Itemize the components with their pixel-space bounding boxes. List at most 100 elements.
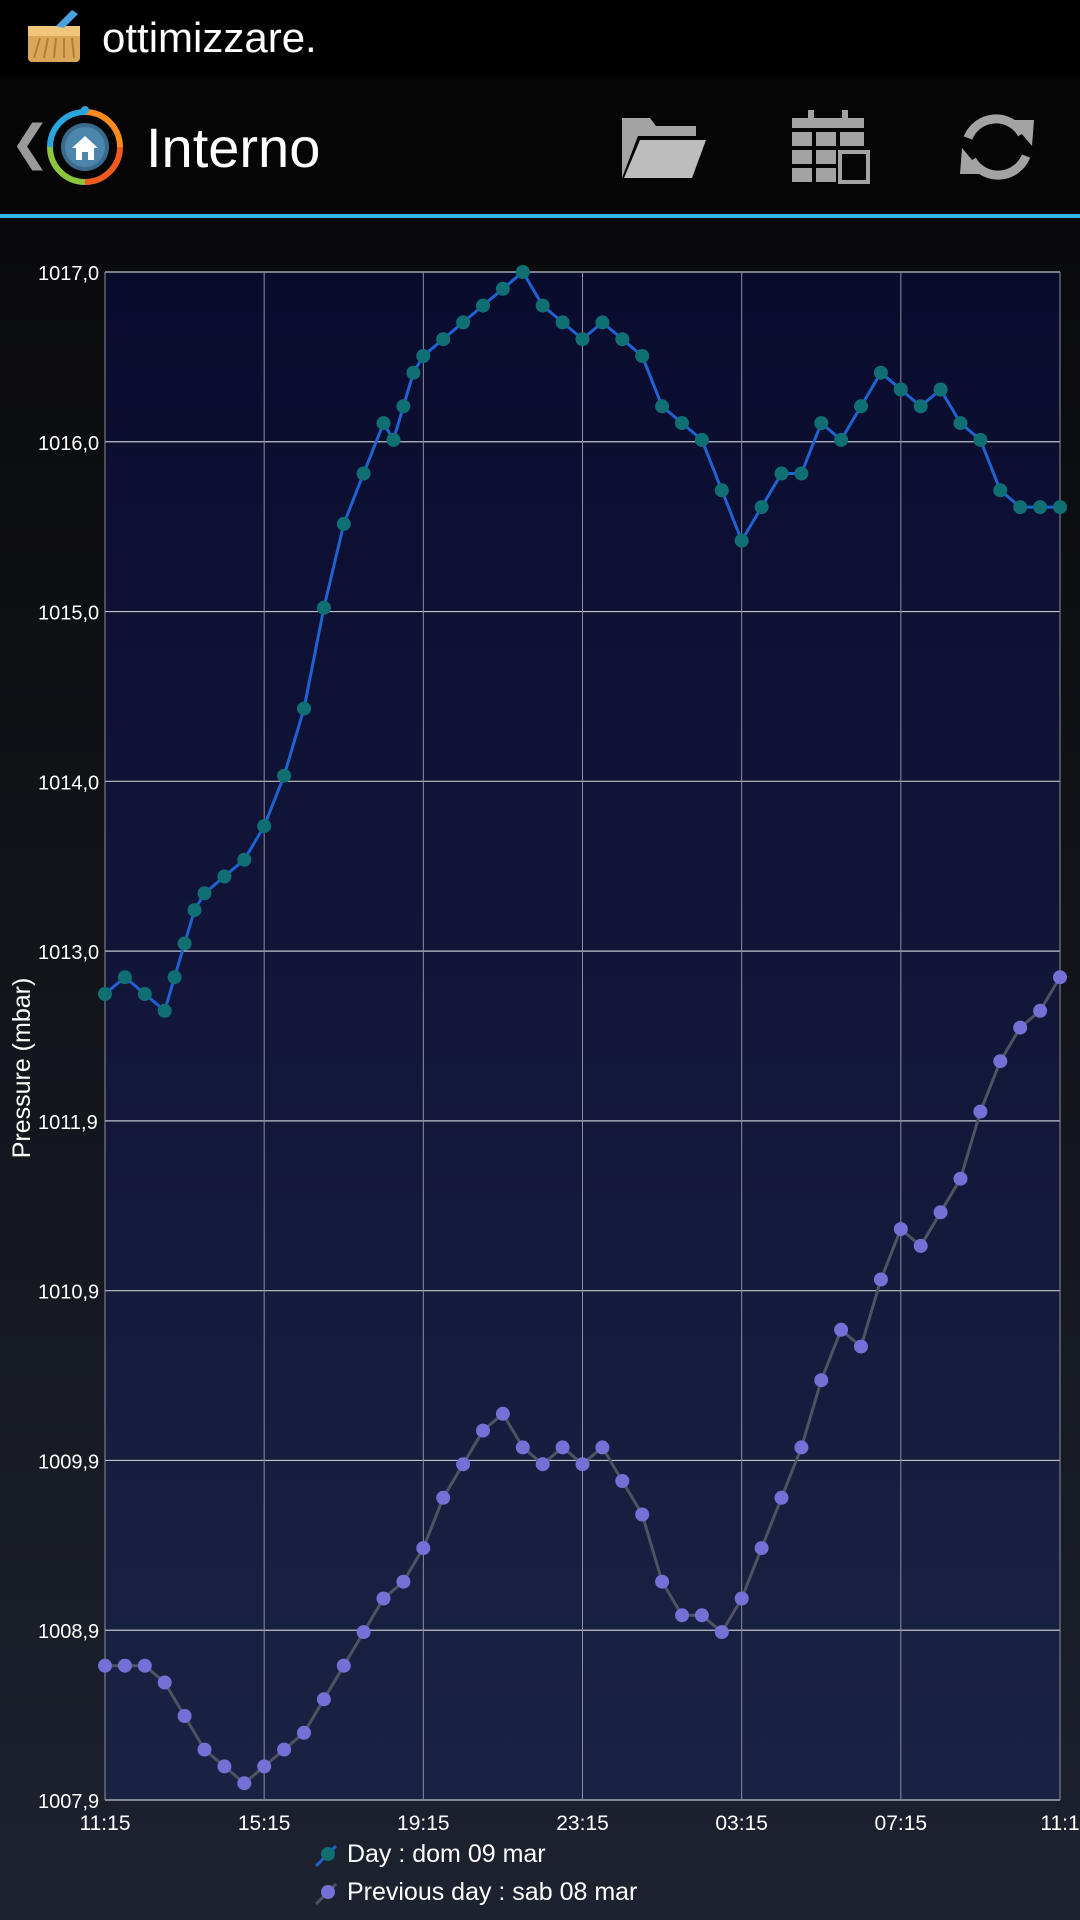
day-series-point [98, 987, 112, 1001]
y-tick-label: 1008,9 [38, 1621, 99, 1643]
day-series-point [436, 332, 451, 347]
status-title: ottimizzare. [102, 14, 317, 61]
y-tick-label: 1014,0 [38, 772, 99, 794]
y-tick-label: 1011,9 [38, 1112, 98, 1134]
previous-day-series-point [535, 1457, 550, 1472]
previous-day-series [98, 970, 1067, 1791]
previous-day-series-point [495, 1406, 510, 1421]
previous-day-series-point [356, 1625, 371, 1640]
previous-day-series-point [456, 1457, 471, 1472]
previous-day-series-point [814, 1373, 829, 1388]
y-tick-label: 1010,9 [38, 1282, 99, 1304]
previous-day-series-point [655, 1574, 670, 1589]
previous-day-series-point [515, 1440, 530, 1455]
action-bar-divider [0, 214, 1080, 218]
day-series-point [913, 399, 928, 414]
previous-day-series-point [376, 1591, 391, 1606]
previous-day-series-point [973, 1104, 988, 1119]
chart-area: 1017,0 1016,0 1015,0 1014,0 1013,0 1011,9 1010… [0, 218, 1080, 1920]
x-tick-label: 19:15 [397, 1812, 450, 1835]
previous-day-series-point [575, 1457, 590, 1472]
day-series-point [386, 432, 401, 447]
day-series-point [406, 365, 421, 380]
axis-labels: 1017,0 1016,0 1015,0 1014,0 1013,0 1011,9 1010… [38, 263, 1080, 1835]
day-series-point [197, 886, 212, 901]
day-series-point [515, 265, 530, 279]
day-series-point [336, 516, 351, 531]
previous-day-series-point [555, 1440, 570, 1455]
day-series-point [157, 1003, 172, 1018]
day-series-point [635, 349, 650, 363]
day-series-point [1053, 500, 1067, 515]
folder-icon[interactable] [618, 108, 708, 186]
day-series-point [376, 416, 391, 431]
chevron-left-icon[interactable]: ❮ [10, 117, 51, 170]
previous-day-series-point [416, 1541, 431, 1556]
day-series-point [316, 600, 331, 615]
day-series-point [356, 466, 371, 481]
x-tick-label: 15:15 [238, 1812, 291, 1835]
previous-day-series-point [675, 1608, 689, 1623]
previous-day-series-point [277, 1742, 292, 1757]
day-series-point [575, 332, 590, 347]
legend-previous-day-label: Previous day : sab 08 mar [346, 1878, 638, 1906]
day-series-point [555, 315, 570, 330]
previous-day-series-point [993, 1054, 1008, 1069]
previous-day-series-point [794, 1440, 809, 1455]
day-series-point [1033, 500, 1048, 515]
previous-day-series-point [157, 1675, 172, 1690]
day-series-point [854, 399, 868, 414]
home-station-icon[interactable] [44, 106, 126, 188]
day-series-point [694, 432, 709, 447]
day-series-point [456, 315, 471, 330]
x-tick-label: 03:15 [715, 1812, 768, 1835]
refresh-icon[interactable] [952, 108, 1042, 186]
y-tick-label: 1017,0 [38, 263, 99, 285]
x-tick-label: 23:15 [556, 1812, 609, 1835]
day-series-point [396, 399, 411, 414]
previous-day-series-point [217, 1759, 232, 1774]
previous-day-series-point [694, 1608, 709, 1623]
day-series-point [297, 701, 311, 716]
day-series-point [754, 500, 769, 515]
x-tick-label: 07:15 [875, 1812, 928, 1835]
day-series-point [187, 903, 202, 918]
day-series-point [177, 936, 192, 951]
y-tick-label: 1016,0 [38, 433, 99, 455]
previous-day-series-point [834, 1322, 849, 1337]
broom-icon [28, 10, 80, 62]
previous-day-series-point [913, 1238, 928, 1253]
legend-previous-day: Previous day : sab 08 mar [312, 1876, 637, 1908]
x-tick-label: 11:15 [80, 1812, 131, 1835]
previous-day-series-point [98, 1658, 112, 1673]
day-series-point [774, 466, 789, 481]
x-tick-label: 11:1 [1040, 1812, 1079, 1835]
day-series-point [993, 483, 1008, 498]
day-series-point [873, 365, 888, 380]
previous-day-series-point [873, 1272, 888, 1287]
previous-day-series-point [933, 1205, 948, 1220]
previous-day-series-point [117, 1658, 132, 1673]
previous-day-series-point [436, 1490, 451, 1505]
calendar-icon[interactable] [786, 108, 876, 186]
previous-day-series-point [854, 1339, 868, 1354]
day-series-point [217, 869, 232, 884]
day-series-point [595, 315, 610, 330]
previous-day-series-point [316, 1692, 331, 1707]
previous-day-series-point [615, 1474, 630, 1488]
day-series-point [834, 432, 849, 447]
previous-day-series-point [1053, 970, 1067, 985]
pressure-chart[interactable]: 1017,0 1016,0 1015,0 1014,0 1013,0 1011,9 1010… [0, 218, 1080, 1920]
action-bar: ❮ Interno [0, 76, 1080, 214]
legend-day-label: Day : dom 09 mar [346, 1840, 546, 1868]
day-series-point [535, 298, 550, 313]
previous-day-series-point [137, 1658, 152, 1673]
day-series-point [237, 852, 252, 867]
y-tick-label: 1015,0 [38, 603, 99, 625]
previous-day-series-point [1033, 1003, 1048, 1018]
day-series-point [734, 533, 749, 548]
previous-day-series-point [754, 1541, 769, 1556]
status-bar: ottimizzare. [0, 0, 1080, 77]
legend-day-marker [314, 1845, 338, 1868]
day-series-point [794, 466, 809, 481]
